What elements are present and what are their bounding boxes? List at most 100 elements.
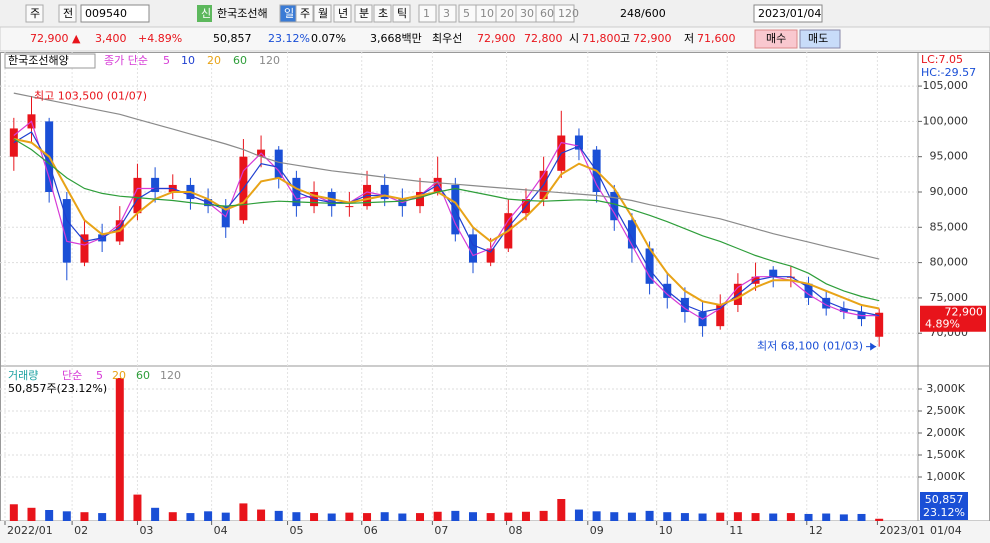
legend-entry: 5	[163, 54, 170, 67]
toolbar-button-label[interactable]: 일	[284, 6, 294, 20]
y-tick-label: 100,000	[923, 114, 969, 127]
candle-body	[627, 220, 636, 249]
volume-bar	[62, 511, 71, 521]
volume-bar	[133, 494, 142, 521]
toolbar-button-label[interactable]: 3	[443, 7, 450, 20]
toolbar-text[interactable]: 009540	[85, 7, 127, 20]
x-tick-label: 06	[364, 524, 378, 537]
x-tick-label: 2023/01	[879, 524, 925, 537]
x-tick-label: 02	[74, 524, 88, 537]
toolbar-button-label[interactable]: 초	[378, 7, 388, 20]
sell-button[interactable]	[799, 29, 841, 49]
volume-bar	[733, 512, 742, 521]
toolbar-button-label[interactable]: 30	[520, 7, 534, 20]
toolbar-button-label[interactable]: 10	[480, 7, 494, 20]
toolbar-button-label[interactable]: 1	[423, 7, 430, 20]
toolbar-button[interactable]	[373, 4, 392, 23]
new-badge	[197, 5, 212, 22]
volume-bar	[363, 513, 372, 521]
low-annotation: 최저 68,100 (01/03)	[757, 340, 863, 353]
quote-value: +4.89%	[138, 32, 182, 45]
toolbar-button[interactable]	[438, 4, 457, 23]
toolbar-button[interactable]	[418, 4, 437, 23]
quote-value[interactable]: 매도	[808, 32, 828, 45]
toolbar-button[interactable]	[58, 4, 77, 23]
volume-bar	[204, 511, 213, 521]
input-box[interactable]	[753, 4, 823, 23]
volume-bar	[610, 512, 619, 521]
input-box[interactable]	[80, 4, 150, 23]
volume-bar	[45, 510, 54, 521]
toolbar-button-label[interactable]: 60	[540, 7, 554, 20]
candle-body	[133, 177, 142, 214]
y-tick-label: 85,000	[930, 220, 969, 233]
volume-bar	[451, 510, 460, 521]
hc-label: HC:-29.57	[921, 66, 976, 79]
volume-bar	[292, 512, 301, 521]
x-tick-label: 01/04	[930, 524, 962, 537]
legend-label: 단순	[62, 369, 82, 382]
toolbar-button-label[interactable]: 틱	[397, 7, 407, 20]
toolbar-text[interactable]: 2023/01/04	[758, 7, 821, 20]
toolbar-button-label[interactable]: 120	[558, 7, 579, 20]
volume-ratio-label: 23.12%	[923, 506, 965, 519]
toolbar-button-label[interactable]: 년	[338, 7, 348, 20]
volume-bar	[539, 510, 548, 521]
toolbar-button[interactable]	[333, 4, 352, 23]
quote-value: 3,400	[95, 32, 127, 45]
y-tick-label: 1,000K	[926, 470, 965, 483]
volume-bar	[769, 513, 778, 521]
toolbar-button-label[interactable]: 분	[359, 7, 369, 20]
volume-bar	[310, 513, 319, 521]
volume-bar	[239, 503, 248, 521]
toolbar-button[interactable]	[25, 4, 44, 23]
volume-info: 50,857주(23.12%)	[8, 382, 107, 395]
quote-value: 72,900 ▲	[30, 32, 81, 45]
chart-frame	[0, 52, 990, 542]
toolbar-button[interactable]	[553, 4, 575, 23]
y-tick-label: 75,000	[930, 291, 969, 304]
y-tick-label: 1,500K	[926, 448, 965, 461]
toolbar-button[interactable]	[354, 4, 373, 23]
legend-entry: 20	[112, 369, 126, 382]
volume-bar	[486, 513, 495, 521]
quote-value: 고	[620, 32, 630, 45]
toolbar-button[interactable]	[295, 4, 314, 23]
legend-entry: 10	[181, 54, 195, 67]
volume-bar	[839, 514, 848, 521]
toolbar-button[interactable]	[313, 4, 332, 23]
buy-button[interactable]	[754, 29, 798, 49]
candle-body	[486, 248, 495, 263]
toolbar-text: 전	[63, 7, 73, 20]
x-tick-label: 03	[139, 524, 153, 537]
last-price-box	[920, 305, 986, 332]
legend-entry: 60	[233, 54, 247, 67]
x-tick-label: 05	[290, 524, 304, 537]
quote-value: 72,900	[633, 32, 672, 45]
volume-bar	[645, 510, 654, 521]
candle-body	[875, 312, 884, 337]
toolbar-text: 신	[201, 7, 211, 20]
x-tick-label: 04	[214, 524, 228, 537]
quote-value: 72,800	[524, 32, 563, 45]
toolbar-button-label[interactable]: 20	[500, 7, 514, 20]
stock-name-box	[4, 53, 96, 69]
toolbar-button-label[interactable]: 주	[300, 7, 310, 20]
quote-value[interactable]: 매수	[766, 32, 786, 45]
candle-body	[716, 304, 725, 327]
toolbar-button[interactable]	[392, 4, 411, 23]
candle-body	[380, 184, 389, 200]
volume-bar	[274, 510, 283, 521]
candle-body	[416, 191, 425, 207]
candle-body	[645, 248, 654, 284]
quote-value: 최우선	[432, 32, 462, 45]
lc-label: LC:7.05	[921, 53, 963, 66]
candle-body	[62, 199, 71, 263]
volume-bar	[521, 511, 530, 521]
toolbar-button-label[interactable]: 5	[463, 7, 470, 20]
toolbar-button-label[interactable]: 월	[318, 7, 328, 20]
volume-bar	[257, 509, 266, 521]
x-tick-label: 08	[509, 524, 523, 537]
quote-value: 0.07%	[311, 32, 346, 45]
